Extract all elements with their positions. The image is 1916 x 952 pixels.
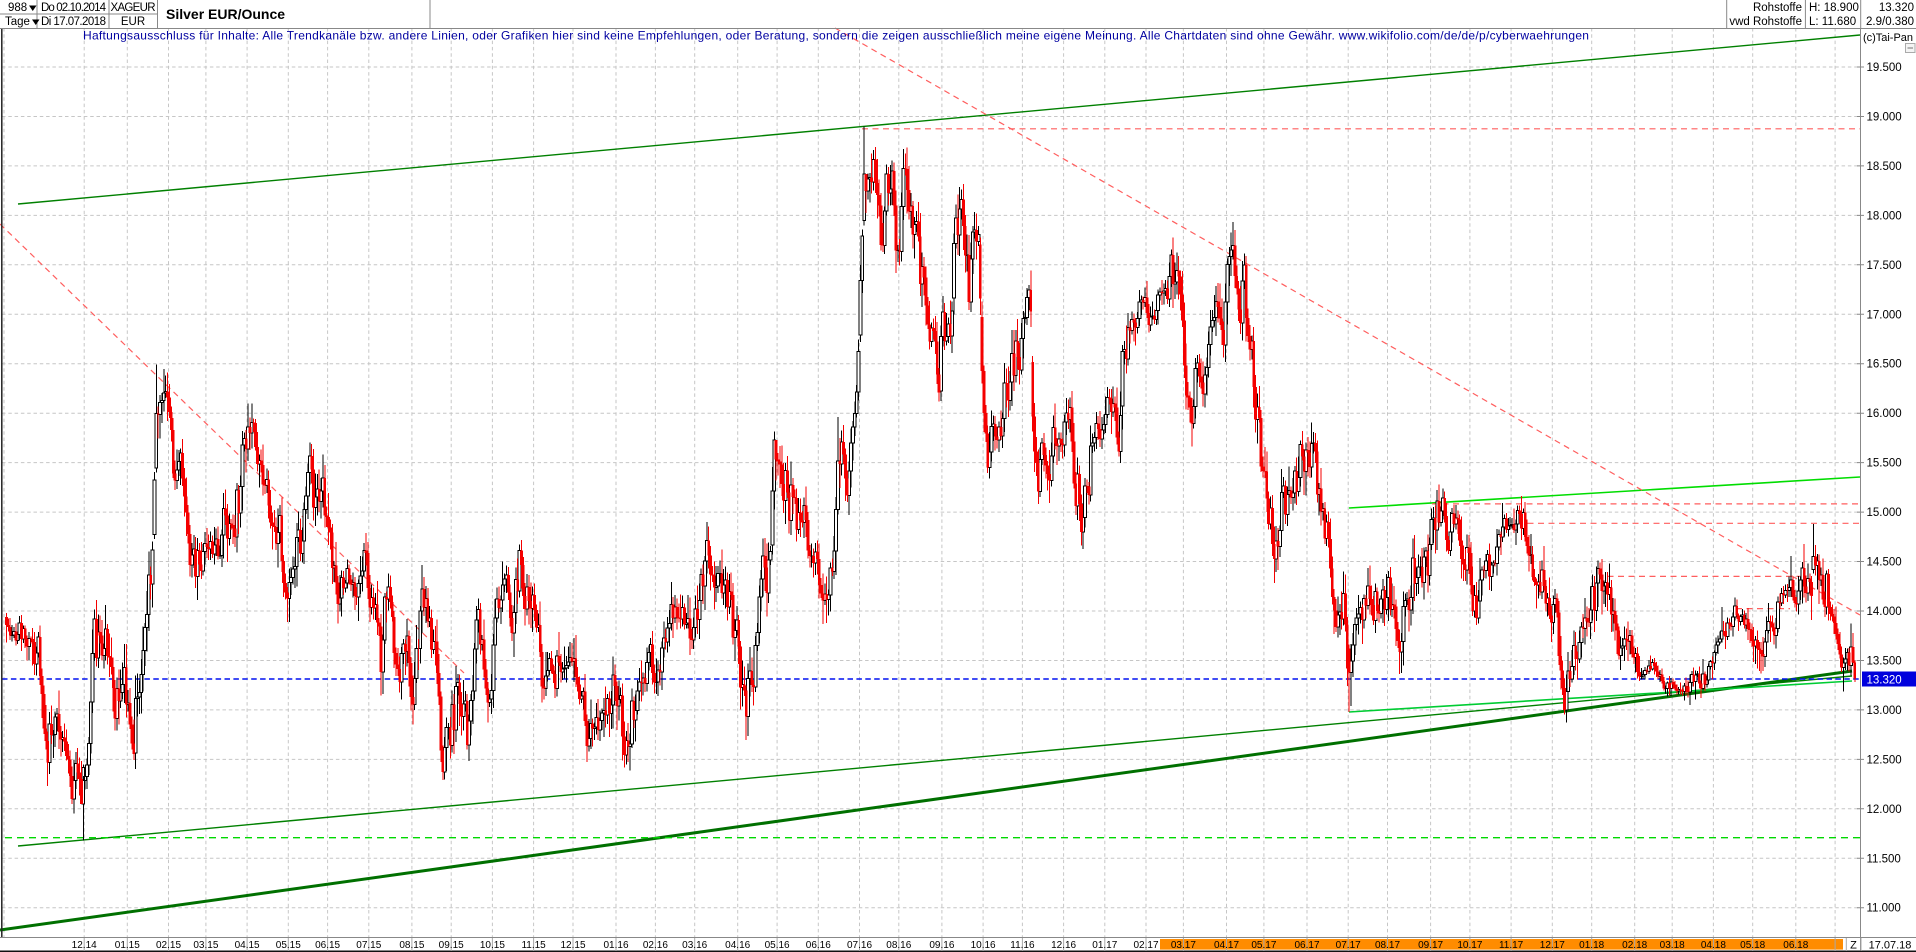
svg-text:05.17: 05.17 xyxy=(1251,940,1276,951)
svg-text:06.15: 06.15 xyxy=(315,940,340,951)
svg-text:01.17: 01.17 xyxy=(1092,940,1117,951)
svg-text:12.000: 12.000 xyxy=(1867,804,1902,816)
svg-text:19.500: 19.500 xyxy=(1867,62,1902,74)
svg-text:09.16: 09.16 xyxy=(929,940,954,951)
svg-text:L: 11.680: L: 11.680 xyxy=(1809,16,1856,28)
svg-text:01.15: 01.15 xyxy=(115,940,140,951)
svg-text:(c)Tai-Pan: (c)Tai-Pan xyxy=(1863,32,1913,44)
svg-text:17.500: 17.500 xyxy=(1867,260,1902,272)
svg-text:05.16: 05.16 xyxy=(765,940,790,951)
svg-text:11.000: 11.000 xyxy=(1867,903,1901,915)
svg-text:14.500: 14.500 xyxy=(1867,557,1902,569)
svg-text:988: 988 xyxy=(8,2,27,14)
svg-text:03.15: 03.15 xyxy=(193,940,218,951)
svg-text:03.16: 03.16 xyxy=(682,940,707,951)
svg-text:11.500: 11.500 xyxy=(1867,853,1901,865)
svg-text:04.17: 04.17 xyxy=(1214,940,1239,951)
svg-text:08.16: 08.16 xyxy=(886,940,911,951)
svg-text:02.18: 02.18 xyxy=(1622,940,1647,951)
svg-text:10.16: 10.16 xyxy=(971,940,996,951)
svg-text:11.17: 11.17 xyxy=(1499,940,1524,951)
svg-text:Haftungsausschluss für Inhalte: Haftungsausschluss für Inhalte: Alle Tre… xyxy=(83,29,1589,43)
svg-text:13.500: 13.500 xyxy=(1867,656,1902,668)
svg-text:18.000: 18.000 xyxy=(1867,210,1902,222)
svg-text:07.17: 07.17 xyxy=(1336,940,1361,951)
svg-text:11.16: 11.16 xyxy=(1010,940,1035,951)
svg-text:16.000: 16.000 xyxy=(1867,408,1902,420)
svg-text:Silver EUR/Ounce: Silver EUR/Ounce xyxy=(166,6,285,22)
svg-text:19.000: 19.000 xyxy=(1867,112,1902,124)
svg-text:02.17: 02.17 xyxy=(1133,940,1158,951)
svg-text:13.320: 13.320 xyxy=(1879,2,1914,14)
svg-text:08.15: 08.15 xyxy=(399,940,424,951)
svg-text:04.16: 04.16 xyxy=(725,940,750,951)
svg-text:07.15: 07.15 xyxy=(356,940,381,951)
svg-text:13.000: 13.000 xyxy=(1867,705,1902,717)
svg-text:05.18: 05.18 xyxy=(1740,940,1765,951)
svg-text:18.500: 18.500 xyxy=(1867,161,1902,173)
svg-text:12.15: 12.15 xyxy=(560,940,585,951)
svg-text:09.17: 09.17 xyxy=(1418,940,1443,951)
svg-text:06.17: 06.17 xyxy=(1294,940,1319,951)
svg-text:01.16: 01.16 xyxy=(603,940,628,951)
svg-text:Z: Z xyxy=(1850,940,1857,952)
svg-text:10.17: 10.17 xyxy=(1457,940,1482,951)
svg-text:09.15: 09.15 xyxy=(439,940,464,951)
svg-text:EUR: EUR xyxy=(121,16,145,28)
svg-text:02.16: 02.16 xyxy=(643,940,668,951)
svg-text:12.17: 12.17 xyxy=(1540,940,1565,951)
svg-text:07.16: 07.16 xyxy=(847,940,872,951)
svg-text:12.500: 12.500 xyxy=(1867,754,1902,766)
svg-text:08.17: 08.17 xyxy=(1375,940,1400,951)
svg-text:02.15: 02.15 xyxy=(156,940,181,951)
svg-text:12.16: 12.16 xyxy=(1051,940,1076,951)
svg-text:06.16: 06.16 xyxy=(806,940,831,951)
svg-text:XAGEUR: XAGEUR xyxy=(111,2,156,14)
svg-text:Tage: Tage xyxy=(5,16,30,28)
svg-text:11.15: 11.15 xyxy=(521,940,546,951)
svg-text:17.000: 17.000 xyxy=(1867,309,1902,321)
svg-text:03.17: 03.17 xyxy=(1171,940,1196,951)
svg-text:04.18: 04.18 xyxy=(1701,940,1726,951)
svg-text:01.18: 01.18 xyxy=(1579,940,1604,951)
svg-text:vwd Rohstoffe: vwd Rohstoffe xyxy=(1729,16,1802,28)
svg-text:13.320: 13.320 xyxy=(1867,675,1902,687)
svg-text:15.500: 15.500 xyxy=(1867,458,1902,470)
svg-text:16.500: 16.500 xyxy=(1867,359,1902,371)
svg-text:Di 17.07.2018: Di 17.07.2018 xyxy=(41,16,106,28)
svg-text:03.18: 03.18 xyxy=(1660,940,1685,951)
svg-text:12.14: 12.14 xyxy=(72,940,97,951)
svg-text:2.9/0.380: 2.9/0.380 xyxy=(1866,16,1914,28)
svg-text:06.18: 06.18 xyxy=(1783,940,1808,951)
svg-text:Do 02.10.2014: Do 02.10.2014 xyxy=(41,2,107,14)
svg-text:Rohstoffe: Rohstoffe xyxy=(1753,2,1802,14)
svg-text:10.15: 10.15 xyxy=(480,940,505,951)
svg-text:04.15: 04.15 xyxy=(235,940,260,951)
svg-text:14.000: 14.000 xyxy=(1867,606,1902,618)
svg-text:17.07.18: 17.07.18 xyxy=(1869,940,1912,952)
svg-text:05.15: 05.15 xyxy=(276,940,301,951)
svg-text:15.000: 15.000 xyxy=(1867,507,1902,519)
svg-text:H: 18.900: H: 18.900 xyxy=(1809,2,1859,14)
